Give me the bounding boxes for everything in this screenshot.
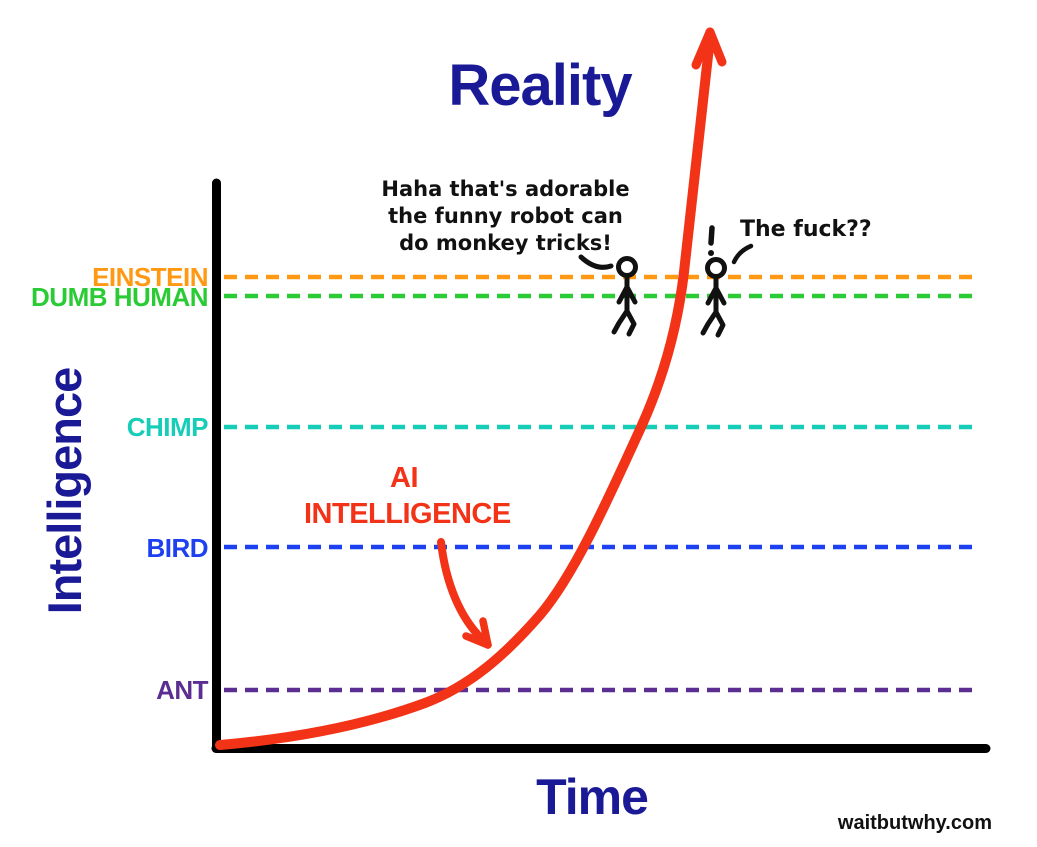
reference-label-bird: BIRD: [146, 533, 208, 563]
stick-figure-right-arm: [713, 285, 727, 306]
stick-figure-left-leg: [624, 308, 637, 337]
speech-left-line3: do monkey tricks!: [399, 231, 612, 255]
speech-left-line1: Haha that's adorable: [381, 177, 630, 201]
curve-arrowhead: [705, 27, 727, 67]
reference-label-dumb-human: DUMB HUMAN: [31, 282, 208, 312]
stick-figure-right: [700, 257, 727, 338]
ai-label-arrow: [437, 538, 492, 649]
stick-figure-left-leg: [611, 308, 630, 335]
watermark: waitbutwhy.com: [837, 812, 992, 834]
ai-intelligence-curve: [215, 27, 727, 750]
reference-label-chimp: CHIMP: [126, 412, 209, 442]
reference-label-einstein: EINSTEIN: [92, 262, 208, 292]
exclamation-mark: [708, 225, 715, 256]
ai-intelligence-series-label: AI INTELLIGENCE: [304, 460, 511, 532]
stick-figure-left: [611, 256, 638, 337]
speech-tail-left: [578, 254, 614, 270]
speech-bubble-right: The fuck??: [740, 217, 872, 242]
speech-bubble-left: Haha that's adorable the funny robot can…: [368, 176, 643, 257]
ai-label-line1: AI: [390, 462, 419, 494]
stick-figure-left-arm: [624, 284, 638, 305]
speech-left-line2: the funny robot can: [388, 204, 623, 228]
stick-figure-right-head: [705, 257, 727, 279]
speech-tail-right: [731, 243, 754, 265]
stick-figure-right-leg: [713, 309, 726, 338]
axes: [211, 178, 991, 753]
stick-figure-right-leg: [700, 309, 719, 336]
reference-label-ant: ANT: [156, 675, 208, 705]
stick-figure-left-head: [616, 256, 638, 278]
y-axis-label: Intelligence: [38, 367, 91, 615]
ai-label-line2: INTELLIGENCE: [304, 498, 511, 530]
x-axis-label: Time: [536, 769, 649, 825]
chart-title: Reality: [448, 53, 632, 118]
